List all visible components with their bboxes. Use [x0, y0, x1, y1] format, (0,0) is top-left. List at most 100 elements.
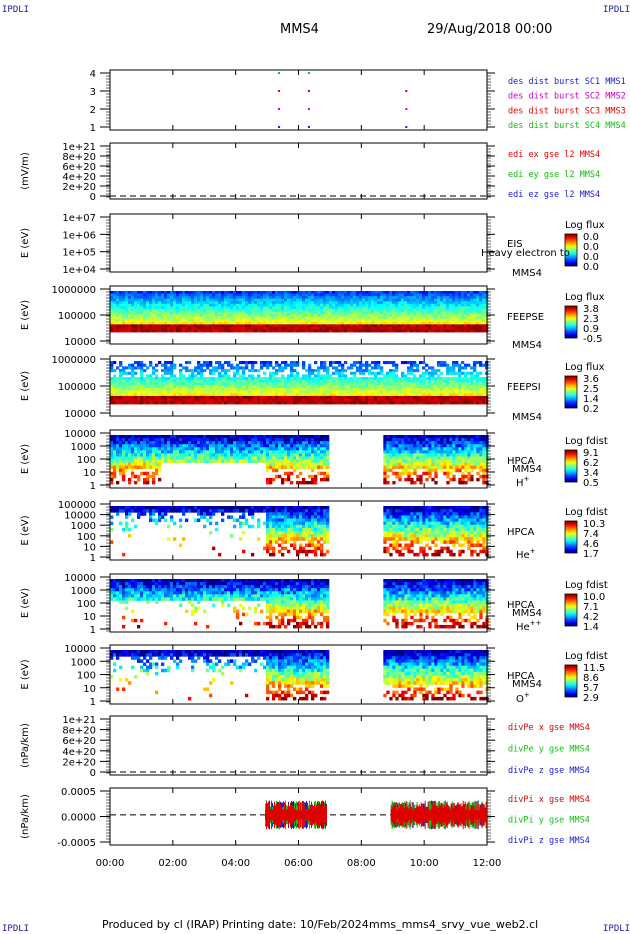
heatmap-cell — [233, 398, 237, 402]
heatmap-cell — [422, 377, 426, 381]
heatmap-cell — [125, 329, 129, 333]
heatmap-cell — [356, 329, 360, 333]
heatmap-cell — [350, 306, 354, 310]
heatmap-cell — [455, 385, 459, 389]
heatmap-cell — [461, 398, 465, 402]
heatmap-cell — [260, 385, 264, 389]
heatmap-cell — [287, 395, 291, 400]
heatmap-cell — [134, 382, 138, 386]
heatmap-cell — [224, 401, 228, 405]
heatmap-cell — [419, 379, 423, 383]
heatmap-cell — [482, 377, 486, 381]
heatmap-cell — [275, 465, 279, 470]
heatmap-cell — [143, 477, 147, 482]
heatmap-cell — [443, 401, 447, 405]
heatmap-cell — [473, 329, 477, 333]
heatmap-cell — [272, 324, 276, 328]
heatmap-cell — [425, 321, 429, 325]
heatmap-cell — [311, 390, 315, 394]
heatmap-cell — [113, 393, 117, 397]
heatmap-cell — [293, 319, 297, 323]
heatmap-cell — [431, 395, 435, 400]
heatmap-cell — [329, 393, 333, 397]
heatmap-cell — [416, 363, 420, 367]
heatmap-cell — [305, 311, 309, 315]
heatmap-cell — [227, 291, 231, 294]
heatmap-cell — [179, 296, 183, 300]
heatmap-cell — [110, 298, 114, 302]
heatmap-cell — [263, 293, 267, 297]
heatmap-cell — [305, 385, 309, 389]
heatmap-cell — [143, 377, 147, 381]
heatmap-cell — [455, 296, 459, 300]
heatmap-cell — [287, 471, 291, 476]
heatmap-cell — [467, 382, 471, 386]
heatmap-cell — [131, 438, 135, 442]
heatmap-cell — [287, 382, 291, 386]
heatmap-cell — [179, 301, 183, 305]
heatmap-cell — [251, 444, 255, 448]
heatmap-cell — [188, 303, 192, 307]
heatmap-cell — [203, 321, 207, 325]
heatmap-cell — [179, 438, 183, 442]
heatmap-cell — [263, 438, 267, 442]
heatmap-cell — [368, 377, 372, 381]
heatmap-cell — [458, 366, 462, 370]
heatmap-cell — [134, 377, 138, 381]
heatmap-cell — [149, 387, 153, 391]
heatmap-cell — [470, 401, 474, 405]
heatmap-cell — [305, 395, 309, 400]
heatmap-cell — [299, 390, 303, 394]
heatmap-cell — [227, 363, 231, 367]
heatmap-cell — [119, 435, 123, 439]
heatmap-cell — [329, 374, 333, 378]
heatmap-cell — [182, 303, 186, 307]
heatmap-cell — [380, 301, 384, 305]
heatmap-cell — [377, 319, 381, 323]
heatmap-cell — [248, 447, 252, 451]
heatmap-cell — [218, 301, 222, 305]
heatmap-cell — [200, 450, 204, 454]
heatmap-cell — [113, 293, 117, 297]
heatmap-cell — [275, 371, 279, 375]
heatmap-cell — [290, 435, 294, 439]
heatmap-cell — [248, 398, 252, 402]
heatmap-cell — [164, 395, 168, 400]
heatmap-cell — [401, 324, 405, 328]
heatmap-cell — [152, 371, 156, 375]
heatmap-cell — [197, 393, 201, 397]
heatmap-cell — [272, 390, 276, 394]
heatmap-cell — [446, 387, 450, 391]
heatmap-cell — [302, 363, 306, 367]
heatmap-cell — [212, 293, 216, 297]
heatmap-cell — [458, 377, 462, 381]
heatmap-cell — [470, 301, 474, 305]
heatmap-cell — [224, 385, 228, 389]
heatmap-cell — [206, 390, 210, 394]
heatmap-cell — [272, 371, 276, 375]
heatmap-cell — [392, 379, 396, 383]
heatmap-cell — [314, 382, 318, 386]
heatmap-cell — [470, 298, 474, 302]
heatmap-cell — [254, 438, 258, 442]
heatmap-cell — [395, 308, 399, 312]
heatmap-cell — [116, 395, 120, 400]
heatmap-cell — [293, 441, 297, 445]
heatmap-cell — [356, 308, 360, 312]
heatmap-cell — [344, 382, 348, 386]
heatmap-cell — [212, 459, 216, 463]
heatmap-cell — [266, 444, 270, 448]
heatmap-cell — [158, 311, 162, 315]
heatmap-cell — [482, 326, 486, 330]
heatmap-cell — [161, 329, 165, 333]
heatmap-cell — [182, 385, 186, 389]
heatmap-cell — [371, 316, 375, 320]
heatmap-cell — [323, 385, 327, 389]
heatmap-cell — [386, 395, 390, 400]
heatmap-cell — [176, 401, 180, 405]
heatmap-cell — [278, 385, 282, 389]
heatmap-cell — [272, 477, 276, 482]
heatmap-cell — [113, 303, 117, 307]
heatmap-cell — [395, 465, 399, 470]
heatmap-cell — [221, 329, 225, 333]
